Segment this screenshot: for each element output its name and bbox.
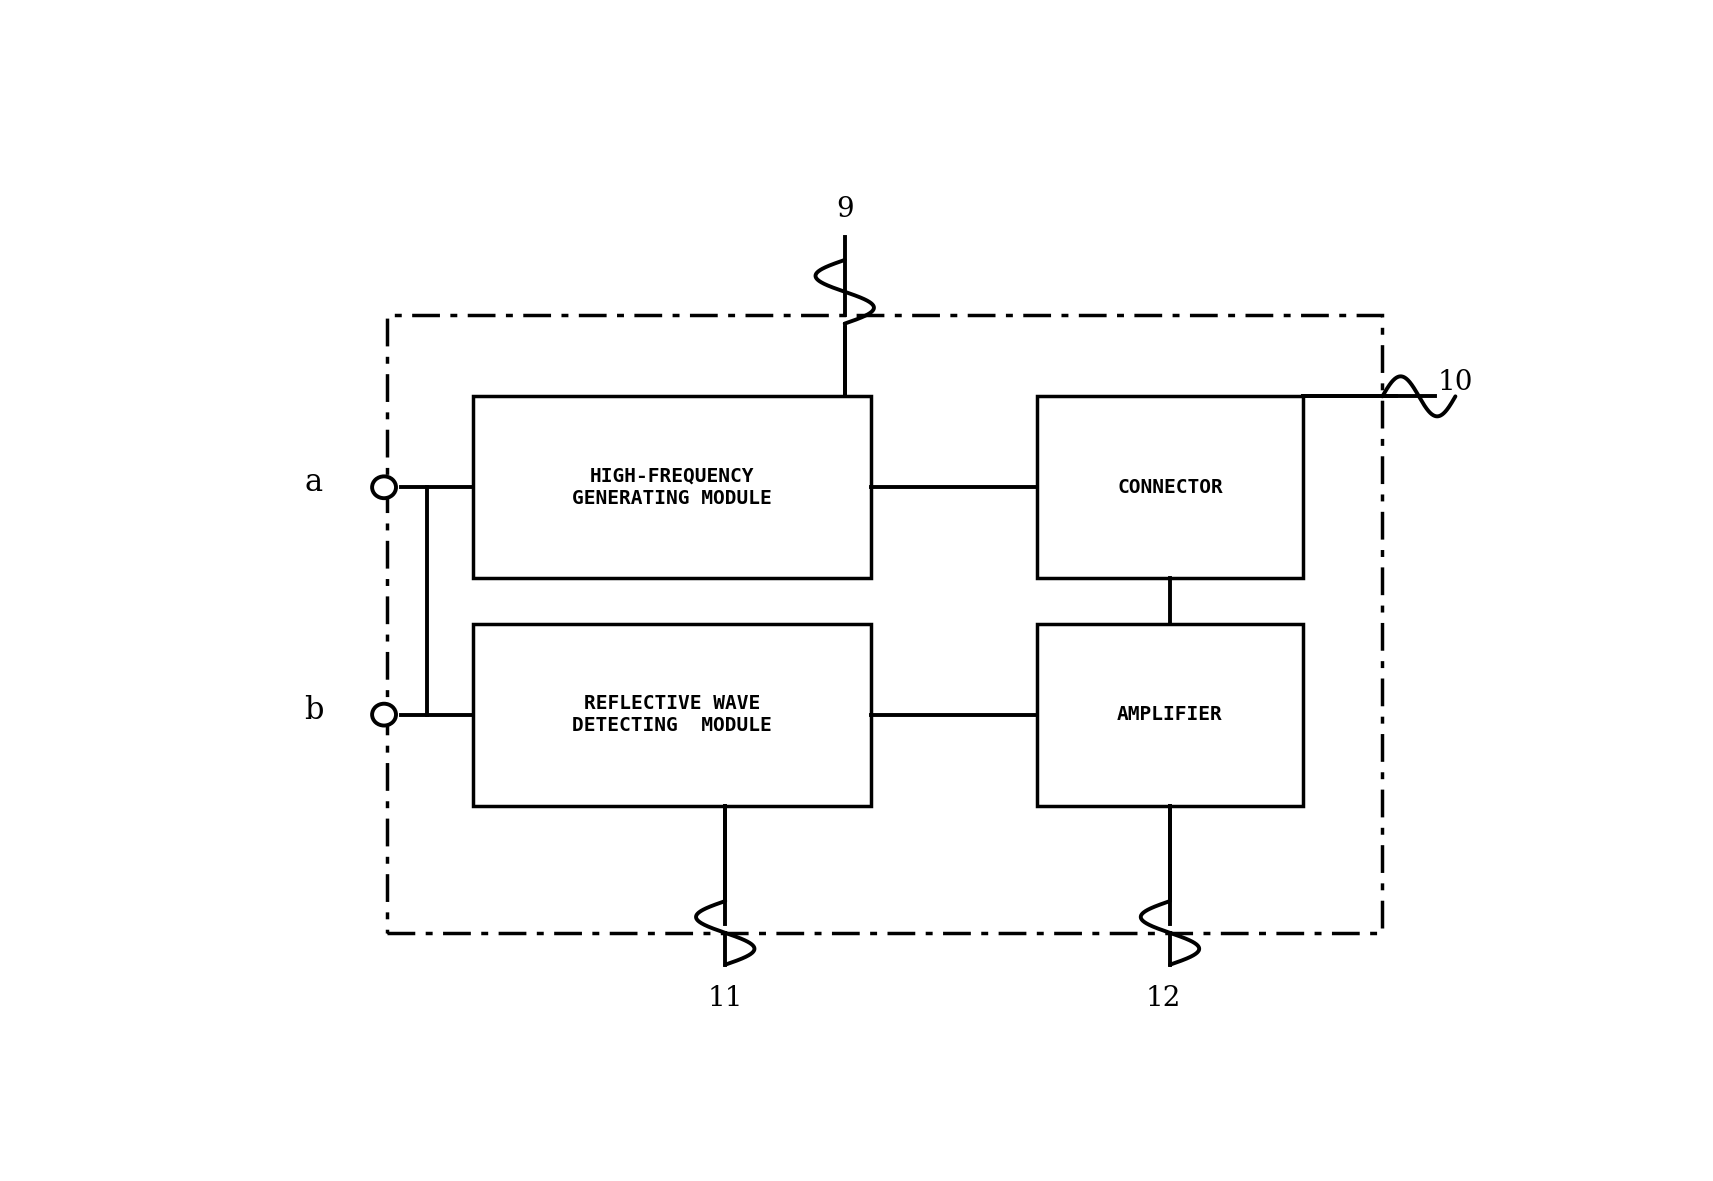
Bar [1038, 397, 1304, 579]
Ellipse shape [372, 476, 396, 498]
Text: 9: 9 [836, 196, 853, 223]
Bar [1038, 624, 1304, 805]
Text: 12: 12 [1146, 985, 1180, 1012]
Text: CONNECTOR: CONNECTOR [1117, 478, 1223, 497]
Text: b: b [303, 694, 324, 725]
Text: HIGH-FREQUENCY
GENERATING MODULE: HIGH-FREQUENCY GENERATING MODULE [572, 466, 773, 508]
Text: 11: 11 [707, 985, 743, 1012]
Bar [473, 397, 872, 579]
Ellipse shape [372, 704, 396, 725]
Text: 10: 10 [1437, 370, 1473, 396]
Bar [473, 624, 872, 805]
Text: REFLECTIVE WAVE
DETECTING  MODULE: REFLECTIVE WAVE DETECTING MODULE [572, 694, 773, 735]
Text: a: a [305, 468, 322, 498]
Bar [387, 314, 1382, 933]
Text: AMPLIFIER: AMPLIFIER [1117, 705, 1223, 724]
